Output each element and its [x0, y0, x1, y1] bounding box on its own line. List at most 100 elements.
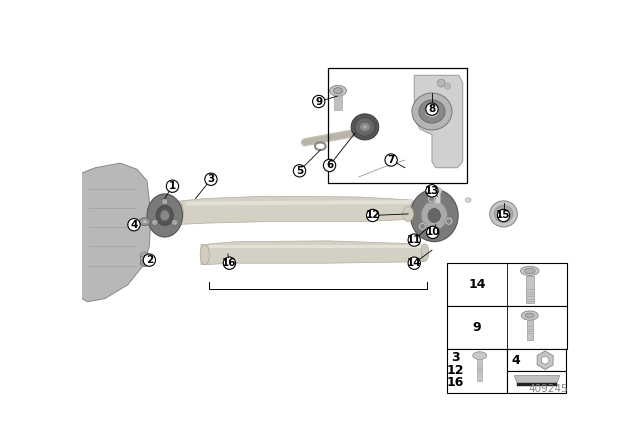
Circle shape: [426, 103, 438, 116]
Text: 409245: 409245: [529, 384, 568, 394]
Circle shape: [444, 83, 451, 89]
Circle shape: [162, 198, 168, 205]
Text: 12: 12: [446, 364, 464, 377]
Bar: [140, 255, 149, 263]
Circle shape: [223, 257, 236, 269]
Polygon shape: [174, 196, 417, 225]
Text: 7: 7: [387, 155, 395, 165]
Ellipse shape: [156, 206, 173, 225]
Circle shape: [426, 185, 438, 197]
Text: 16: 16: [222, 258, 237, 268]
Circle shape: [172, 220, 178, 225]
Ellipse shape: [355, 118, 375, 136]
Ellipse shape: [140, 252, 149, 259]
Circle shape: [323, 159, 336, 172]
Text: 1: 1: [169, 181, 176, 191]
Circle shape: [312, 95, 325, 108]
Text: 14: 14: [407, 258, 422, 268]
Text: 10: 10: [426, 228, 440, 237]
Circle shape: [437, 79, 445, 87]
Ellipse shape: [363, 125, 367, 129]
Bar: [507, 349, 566, 371]
Bar: [328, 68, 467, 183]
Circle shape: [166, 180, 179, 192]
Circle shape: [420, 224, 424, 228]
Polygon shape: [515, 375, 560, 383]
Ellipse shape: [351, 114, 379, 140]
Ellipse shape: [403, 206, 413, 222]
Ellipse shape: [473, 352, 486, 359]
Ellipse shape: [433, 188, 442, 194]
Polygon shape: [209, 245, 424, 248]
Circle shape: [367, 209, 379, 222]
Ellipse shape: [421, 201, 447, 230]
Circle shape: [385, 154, 397, 166]
Circle shape: [429, 197, 433, 201]
Circle shape: [408, 257, 420, 269]
Circle shape: [447, 220, 451, 223]
Bar: [526, 276, 534, 303]
Circle shape: [427, 226, 439, 238]
Text: 8: 8: [428, 104, 436, 114]
Text: 6: 6: [326, 160, 333, 170]
Bar: [447, 263, 566, 306]
Circle shape: [293, 165, 306, 177]
Bar: [447, 306, 566, 349]
Text: 3: 3: [451, 351, 460, 364]
Circle shape: [497, 209, 509, 222]
Ellipse shape: [360, 122, 371, 132]
Text: 12: 12: [365, 211, 380, 220]
Circle shape: [152, 220, 158, 225]
Ellipse shape: [524, 268, 535, 274]
Ellipse shape: [330, 85, 346, 96]
Circle shape: [205, 173, 217, 185]
Ellipse shape: [410, 201, 418, 220]
Ellipse shape: [412, 93, 452, 130]
Ellipse shape: [521, 311, 538, 320]
Circle shape: [445, 217, 452, 225]
Circle shape: [541, 356, 549, 364]
Text: 9: 9: [473, 321, 481, 334]
Ellipse shape: [410, 190, 458, 241]
Ellipse shape: [172, 202, 183, 225]
Bar: [334, 96, 342, 110]
Ellipse shape: [425, 105, 439, 118]
Polygon shape: [517, 383, 557, 386]
Ellipse shape: [140, 218, 150, 225]
Ellipse shape: [499, 210, 508, 218]
Polygon shape: [186, 200, 413, 206]
Ellipse shape: [525, 313, 534, 318]
Bar: [507, 371, 566, 392]
Polygon shape: [414, 75, 463, 168]
Circle shape: [419, 223, 426, 230]
Circle shape: [143, 254, 156, 266]
Text: 15: 15: [496, 211, 511, 220]
Ellipse shape: [200, 245, 209, 265]
Bar: [527, 320, 533, 340]
Text: 5: 5: [296, 166, 303, 176]
Ellipse shape: [428, 208, 440, 222]
Ellipse shape: [490, 201, 517, 227]
Circle shape: [408, 234, 420, 246]
Text: 14: 14: [468, 278, 486, 291]
Polygon shape: [201, 241, 428, 265]
Ellipse shape: [421, 244, 429, 261]
Bar: [477, 359, 482, 381]
Text: 2: 2: [146, 255, 153, 265]
Ellipse shape: [465, 198, 471, 202]
Circle shape: [428, 195, 435, 202]
Polygon shape: [81, 163, 151, 302]
Text: 3: 3: [207, 174, 214, 184]
Ellipse shape: [140, 260, 149, 267]
Ellipse shape: [142, 220, 147, 224]
Bar: [447, 349, 507, 392]
Ellipse shape: [494, 206, 513, 222]
Ellipse shape: [333, 88, 342, 94]
Text: 4: 4: [511, 354, 520, 367]
Circle shape: [128, 219, 140, 231]
Ellipse shape: [419, 100, 445, 123]
Ellipse shape: [160, 210, 170, 221]
Text: 4: 4: [131, 220, 138, 230]
Ellipse shape: [147, 194, 182, 237]
Text: 13: 13: [425, 186, 439, 196]
